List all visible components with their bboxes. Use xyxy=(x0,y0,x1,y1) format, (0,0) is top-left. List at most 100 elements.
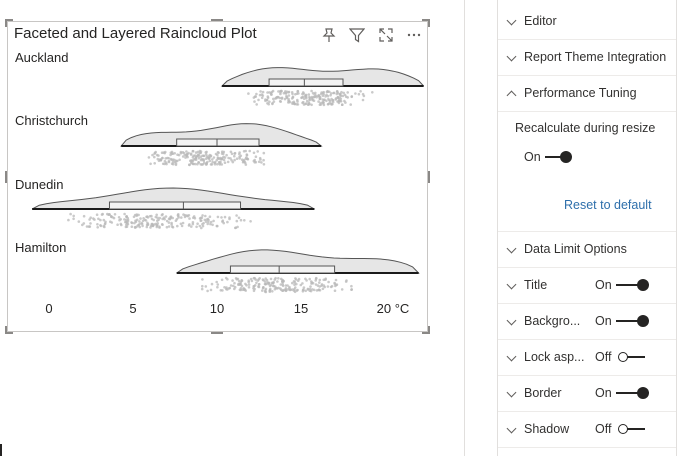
reset-to-default-link[interactable]: Reset to default xyxy=(564,198,652,212)
rain-point xyxy=(136,224,140,227)
rain-point xyxy=(340,288,344,291)
rain-point xyxy=(326,94,330,98)
facet-label-hamilton: Hamilton xyxy=(15,240,67,255)
section-background[interactable]: Backgro... On xyxy=(498,303,676,340)
rain-point xyxy=(243,161,247,165)
section-lock-aspect[interactable]: Lock asp... Off xyxy=(498,339,676,376)
rain-point xyxy=(113,213,117,216)
section-performance-tuning[interactable]: Performance Tuning xyxy=(498,75,676,112)
rain-point xyxy=(245,156,248,159)
section-border[interactable]: Border On xyxy=(498,375,676,412)
filter-icon[interactable] xyxy=(349,27,365,43)
resize-handle-top[interactable] xyxy=(211,19,223,21)
background-toggle[interactable] xyxy=(616,315,649,327)
rain-point xyxy=(350,284,353,288)
lock-aspect-toggle[interactable] xyxy=(618,352,645,362)
rain-point xyxy=(184,156,187,159)
shadow-toggle[interactable] xyxy=(618,424,645,434)
pin-icon[interactable] xyxy=(321,27,337,43)
rain-point xyxy=(146,222,150,226)
rain-point xyxy=(211,158,214,161)
rain-point xyxy=(235,219,239,223)
rain-point xyxy=(281,289,285,292)
rain-point xyxy=(226,220,229,224)
title-state: On xyxy=(595,278,612,292)
rain-point xyxy=(293,102,297,106)
rain-point xyxy=(255,92,258,96)
rain-point xyxy=(82,222,86,225)
rain-point xyxy=(155,153,159,157)
rain-point xyxy=(156,222,159,225)
raincloud-visual[interactable]: Faceted and Layered Raincloud Plot Auckl… xyxy=(5,19,430,334)
rain-point xyxy=(104,222,107,225)
selection-corner[interactable] xyxy=(5,326,13,334)
rain-point xyxy=(82,214,86,218)
rain-point xyxy=(235,157,239,160)
rain-point xyxy=(275,287,279,290)
x-tick-label: 5 xyxy=(129,301,136,316)
rain-point xyxy=(187,214,191,217)
section-editor[interactable]: Editor xyxy=(498,3,676,40)
rain-point xyxy=(262,151,266,155)
rain-point xyxy=(125,223,128,227)
title-toggle[interactable] xyxy=(616,279,649,291)
rain-point xyxy=(217,160,221,164)
rain-point xyxy=(262,163,266,166)
rain-point xyxy=(169,215,173,218)
resize-handle-right[interactable] xyxy=(428,171,430,183)
rain-point xyxy=(223,286,226,289)
rain-point xyxy=(238,282,241,286)
rain-point xyxy=(279,91,282,94)
chevron-down-icon xyxy=(506,387,517,398)
rain-point xyxy=(126,220,130,223)
rain-point xyxy=(191,149,195,153)
rain-point xyxy=(207,220,210,224)
recalculate-toggle[interactable] xyxy=(545,151,572,163)
rain-point xyxy=(183,215,187,219)
more-options-icon[interactable] xyxy=(406,27,422,43)
rain-point xyxy=(281,284,285,288)
rain-point xyxy=(243,219,246,222)
selection-corner[interactable] xyxy=(5,19,13,27)
section-data-limit-options[interactable]: Data Limit Options xyxy=(498,231,676,268)
section-shadow[interactable]: Shadow Off xyxy=(498,411,676,448)
rain-point xyxy=(231,279,234,282)
rain-point xyxy=(85,225,89,228)
rain-point xyxy=(217,157,221,160)
lock-aspect-state: Off xyxy=(595,350,612,364)
rain-point xyxy=(316,284,320,287)
rain-point xyxy=(167,221,171,224)
selection-corner[interactable] xyxy=(422,19,430,27)
rain-point xyxy=(201,278,204,281)
cloud-christchurch xyxy=(120,123,323,147)
rain-point xyxy=(272,97,275,101)
section-title[interactable]: Title On xyxy=(498,267,676,304)
section-report-theme-integration[interactable]: Report Theme Integration xyxy=(498,39,676,76)
rain-point xyxy=(327,280,330,284)
rain-point xyxy=(206,289,209,293)
resize-handle-bottom[interactable] xyxy=(211,332,223,334)
resize-handle-left[interactable] xyxy=(5,171,7,183)
rain-point xyxy=(220,163,224,166)
border-toggle[interactable] xyxy=(616,387,649,399)
rain-point xyxy=(164,215,168,218)
rain-point xyxy=(119,222,123,226)
rain-point xyxy=(144,219,148,222)
rain-point xyxy=(223,161,227,164)
rain-point xyxy=(178,158,181,162)
rain-point xyxy=(315,289,319,292)
selection-corner[interactable] xyxy=(422,326,430,334)
rain-point xyxy=(259,90,262,93)
rain-point xyxy=(254,160,258,164)
rain-point xyxy=(312,95,316,99)
rain-point xyxy=(202,154,206,158)
focus-mode-icon[interactable] xyxy=(378,27,394,43)
rain-point xyxy=(252,151,256,155)
rain-point xyxy=(233,152,236,155)
rain-point xyxy=(133,221,136,225)
rain-point xyxy=(200,287,204,291)
rain-point xyxy=(317,100,320,103)
rain-point xyxy=(268,284,272,288)
rain-point xyxy=(261,289,264,292)
rain-point xyxy=(153,155,156,159)
